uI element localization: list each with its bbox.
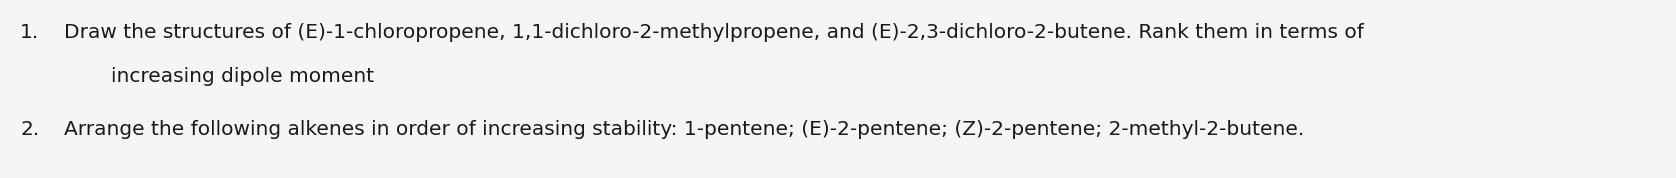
Text: 1.: 1. bbox=[20, 23, 39, 41]
Text: increasing dipole moment: increasing dipole moment bbox=[111, 67, 374, 86]
Text: Arrange the following alkenes in order of increasing stability: 1-pentene; (E)-2: Arrange the following alkenes in order o… bbox=[64, 121, 1304, 139]
Text: Draw the structures of (E)-1-chloropropene, 1,1-dichloro-2-methylpropene, and (E: Draw the structures of (E)-1-chloroprope… bbox=[64, 23, 1364, 41]
Text: 2.: 2. bbox=[20, 121, 39, 139]
